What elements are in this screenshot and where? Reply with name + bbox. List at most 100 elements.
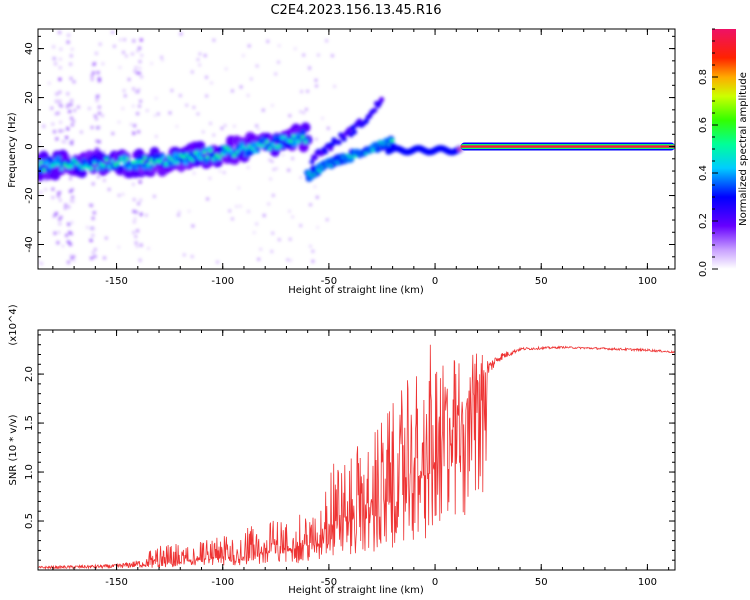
noise-speck xyxy=(52,215,55,218)
noise-speck xyxy=(208,177,212,180)
noise-speck xyxy=(55,92,59,96)
ridge-core xyxy=(155,159,159,163)
noise-speck xyxy=(145,214,148,217)
noise-speck xyxy=(205,94,208,98)
spectrogram-frame xyxy=(37,28,676,270)
y-tick-label: -40 xyxy=(24,236,35,252)
y-tick-label: 40 xyxy=(24,42,35,55)
noise-speck xyxy=(192,106,196,109)
noise-speck xyxy=(71,195,74,199)
ridge-core xyxy=(98,162,103,166)
noise-speck xyxy=(134,241,138,245)
ridge-core xyxy=(39,160,43,164)
noise-speck xyxy=(299,110,302,113)
noise-speck xyxy=(98,79,101,83)
noise-speck xyxy=(91,182,95,186)
noise-speck xyxy=(177,213,180,217)
noise-speck xyxy=(286,258,289,262)
y-tick-label: 0 xyxy=(24,143,35,149)
ridge-core xyxy=(265,139,269,144)
ridge-core xyxy=(116,160,121,165)
ridge-core xyxy=(256,142,260,147)
noise-speck xyxy=(271,232,274,235)
upper-branch xyxy=(372,107,378,113)
colorbar-label: Normalized spectral amplitude xyxy=(738,72,749,226)
x-tick-label: 0 xyxy=(432,276,438,287)
ridge-core xyxy=(178,153,183,158)
ridge-core xyxy=(125,157,129,161)
noise-speck xyxy=(305,108,308,111)
noise-speck xyxy=(42,125,45,128)
ridge-core xyxy=(51,163,55,168)
ridge-core xyxy=(161,155,165,160)
noise-speck xyxy=(216,260,219,264)
noise-speck xyxy=(55,137,59,141)
noise-speck xyxy=(64,207,67,210)
noise-speck xyxy=(98,111,101,115)
noise-speck xyxy=(69,189,72,193)
noise-speck xyxy=(58,66,62,70)
ridge-core xyxy=(280,135,284,140)
noise-speck xyxy=(51,122,54,126)
second-ridge-core xyxy=(390,139,394,143)
ridge-core xyxy=(101,163,106,168)
noise-speck xyxy=(90,256,93,260)
noise-speck xyxy=(97,105,101,109)
colorbar: 0.0 0.2 0.4 0.6 0.8 Normalized spectral ampl… xyxy=(698,28,749,277)
ridge-halo xyxy=(298,142,309,153)
noise-speck xyxy=(73,109,76,112)
noise-speck xyxy=(134,235,137,238)
noise-speck xyxy=(132,87,136,91)
noise-speck xyxy=(299,224,302,227)
ridge-core xyxy=(190,158,195,162)
noise-speck xyxy=(93,114,97,118)
upper-branch xyxy=(328,145,334,152)
noise-speck xyxy=(316,226,319,229)
noise-speck xyxy=(242,54,245,57)
noise-speck xyxy=(91,216,95,220)
noise-speck xyxy=(302,53,305,57)
noise-speck xyxy=(39,191,42,194)
noise-speck xyxy=(325,39,328,42)
noise-speck xyxy=(95,139,99,143)
noise-speck xyxy=(66,240,70,244)
noise-speck xyxy=(58,31,61,34)
ridge-core xyxy=(164,162,168,166)
ridge-core xyxy=(89,166,94,171)
noise-speck xyxy=(147,247,150,250)
noise-speck xyxy=(53,231,57,235)
ridge-core xyxy=(65,164,70,169)
noise-speck xyxy=(101,114,104,117)
noise-speck xyxy=(95,52,98,55)
noise-speck xyxy=(117,194,121,197)
x-tick-label: -50 xyxy=(321,577,337,588)
noise-speck xyxy=(123,38,126,41)
noise-speck xyxy=(69,54,73,58)
ridge-body xyxy=(45,167,52,174)
ridge-core xyxy=(294,139,299,144)
noise-speck xyxy=(51,196,55,199)
ridge-body xyxy=(300,129,306,136)
noise-speck xyxy=(153,114,157,117)
spectrogram-xlabel: Height of straight line (km) xyxy=(288,285,424,296)
snr-series-line xyxy=(38,344,675,570)
noise-speck xyxy=(317,53,320,57)
noise-speck xyxy=(153,195,156,198)
ridge-core xyxy=(149,158,153,162)
noise-speck xyxy=(134,66,138,69)
noise-speck xyxy=(135,244,139,248)
ridge-core xyxy=(282,135,287,140)
noise-speck xyxy=(71,199,75,203)
noise-speck xyxy=(101,62,105,65)
noise-speck xyxy=(96,94,100,98)
y-tick-label: 2.0 xyxy=(24,366,35,382)
ridge-core xyxy=(128,165,132,170)
noise-speck xyxy=(52,45,55,49)
noise-speck xyxy=(38,141,41,145)
spectrogram-axes: -150 -100 -50 0 50 100 -40 -20 0 20 40 xyxy=(24,29,675,287)
noise-speck xyxy=(69,254,73,257)
ridge-core xyxy=(92,161,97,165)
noise-speck xyxy=(67,205,71,209)
noise-speck xyxy=(157,112,160,116)
ridge-core xyxy=(83,164,88,169)
